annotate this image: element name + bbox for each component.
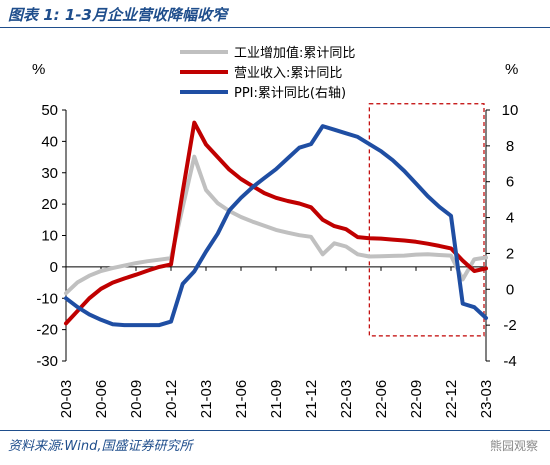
- x-tick-label: 21-12: [303, 380, 320, 418]
- x-tick-label: 20-12: [163, 380, 180, 418]
- x-tick-label: 22-09: [408, 380, 425, 418]
- left-tick-label: 10: [41, 228, 58, 245]
- x-tick-label: 21-06: [233, 380, 250, 418]
- left-tick-label: 0: [50, 259, 58, 276]
- left-tick-label: -20: [36, 322, 58, 339]
- x-tick-label: 21-09: [268, 380, 285, 418]
- legend-label-1: 工业增加值:累计同比: [234, 45, 355, 61]
- series-line-2: [64, 120, 488, 326]
- right-tick-label: 8: [506, 138, 514, 155]
- title-rule: [0, 27, 550, 28]
- right-tick-label: -4: [503, 353, 516, 370]
- right-tick-label: 4: [506, 210, 514, 227]
- figure-title: 图表 1: 1-3月企业营收降幅收窄: [8, 6, 227, 24]
- right-tick-label: 0: [506, 281, 514, 298]
- x-tick-label: 20-09: [128, 380, 145, 418]
- left-tick-label: -10: [36, 290, 58, 307]
- left-tick-label: -30: [36, 353, 58, 370]
- left-tick-label: 20: [41, 196, 58, 213]
- legend-label-3: PPI:累计同比(右轴): [234, 86, 346, 101]
- left-tick-label: 50: [41, 102, 58, 119]
- source-note: 资料来源:Wind,国盛证券研究所: [8, 439, 193, 454]
- right-tick-label: 6: [506, 174, 514, 191]
- right-tick-label: -2: [503, 317, 516, 334]
- highlight-box-layer: [368, 103, 485, 337]
- series-layer: [64, 120, 488, 328]
- highlight-box: [368, 103, 485, 337]
- left-tick-label: 30: [41, 165, 58, 182]
- left-axis-unit: %: [32, 61, 45, 78]
- x-tick-label: 22-03: [338, 380, 355, 418]
- left-tick-label: 40: [41, 133, 58, 150]
- right-tick-label: 2: [506, 245, 514, 262]
- x-tick-label: 23-03: [478, 380, 495, 418]
- x-tick-label: 22-06: [373, 380, 390, 418]
- source-rule: [0, 430, 550, 431]
- legend-label-2: 营业收入:累计同比: [234, 66, 342, 81]
- x-tick-label: 22-12: [443, 380, 460, 418]
- x-tick-label: 20-06: [93, 380, 110, 418]
- series-line-3: [64, 124, 488, 328]
- series-line-1: [64, 154, 488, 296]
- x-tick-label: 21-03: [198, 380, 215, 418]
- watermark: 熊园观察: [489, 439, 538, 453]
- right-axis-unit: %: [505, 61, 518, 78]
- x-tick-label: 20-03: [58, 380, 75, 418]
- right-tick-label: 10: [502, 102, 519, 119]
